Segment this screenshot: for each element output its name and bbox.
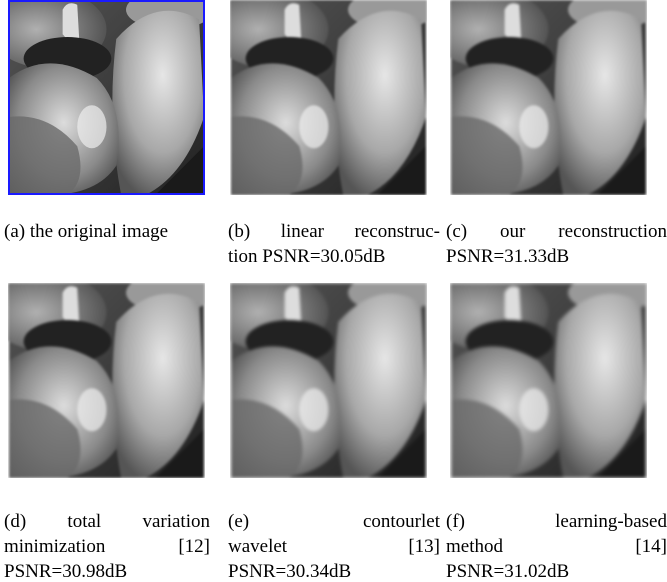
caption: (a) the original image bbox=[4, 219, 210, 244]
panel-image bbox=[230, 283, 427, 478]
panel-image bbox=[230, 0, 427, 195]
caption-line: PSNR=30.34dB bbox=[228, 559, 440, 582]
caption: (b) linear reconstruc-tion PSNR=30.05dB bbox=[228, 219, 440, 269]
caption-line: (c) our reconstruction bbox=[446, 219, 667, 244]
panel-image bbox=[450, 283, 647, 478]
caption-line: (a) the original image bbox=[4, 219, 210, 244]
caption-line: tion PSNR=30.05dB bbox=[228, 244, 440, 269]
figure: (a) the original image (b) linear reconst… bbox=[0, 0, 667, 582]
caption-line: wavelet [13] bbox=[228, 534, 440, 559]
caption-line: PSNR=31.02dB bbox=[446, 559, 667, 582]
panel-image bbox=[8, 0, 205, 195]
caption-line: PSNR=30.98dB bbox=[4, 559, 210, 582]
caption-line: (b) linear reconstruc- bbox=[228, 219, 440, 244]
caption-line: (f) learning-based bbox=[446, 509, 667, 534]
caption-line: (e) contourlet bbox=[228, 509, 440, 534]
caption-line: (d) total variation bbox=[4, 509, 210, 534]
panel-image bbox=[450, 0, 647, 195]
panel-image bbox=[8, 283, 205, 478]
caption-line: PSNR=31.33dB bbox=[446, 244, 667, 269]
caption-line: minimization [12] bbox=[4, 534, 210, 559]
caption-line: method [14] bbox=[446, 534, 667, 559]
